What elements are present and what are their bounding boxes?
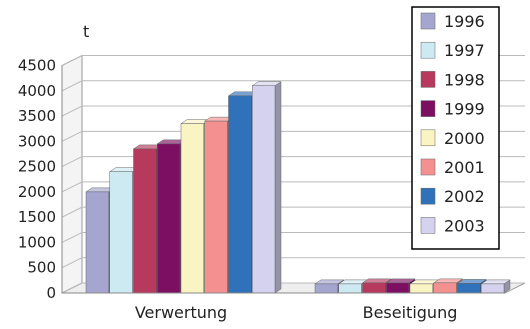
legend-label: 2000 xyxy=(444,129,485,148)
gridline xyxy=(61,231,525,243)
bar-side xyxy=(274,81,282,294)
gridline xyxy=(61,156,525,168)
bar xyxy=(252,85,276,294)
legend-swatch xyxy=(420,217,436,234)
bar xyxy=(157,143,181,294)
y-tick-label: 500 xyxy=(27,259,56,277)
x-category-label: Beseitigung xyxy=(363,303,458,322)
bar xyxy=(85,191,109,294)
bar xyxy=(338,283,362,294)
y-tick-label: 2500 xyxy=(18,158,56,176)
bar xyxy=(433,282,457,294)
legend-swatch xyxy=(420,41,436,59)
legend-label: 1998 xyxy=(444,70,485,89)
left-wall xyxy=(61,54,83,294)
y-tick-label: 0 xyxy=(46,284,56,302)
bar xyxy=(481,283,505,294)
bar xyxy=(314,283,338,294)
legend-label: 1999 xyxy=(444,100,485,119)
bar xyxy=(362,282,386,294)
legend-swatch xyxy=(420,187,436,205)
axes-layer: 0 500 1000 1500 2000 2500 3000 3500 4000 4500 t Ver… xyxy=(18,22,505,322)
y-tick-label: 1000 xyxy=(18,233,56,251)
bar xyxy=(133,148,157,294)
bar xyxy=(409,283,433,294)
gridline xyxy=(61,105,525,117)
bar xyxy=(457,283,481,294)
y-tick-label: 2000 xyxy=(18,183,56,201)
bar xyxy=(204,120,228,294)
y-tick-label: 3500 xyxy=(18,107,56,125)
legend-swatch xyxy=(420,12,436,30)
bar xyxy=(109,171,133,294)
legend-label: 1996 xyxy=(444,12,485,31)
legend-swatch xyxy=(420,100,436,117)
legend-swatch xyxy=(420,158,436,176)
gridline xyxy=(61,257,525,269)
legend-swatch xyxy=(420,71,436,88)
gridline xyxy=(61,181,525,193)
bar xyxy=(180,123,204,294)
legend-label: 2003 xyxy=(444,216,485,235)
y-tick-label: 3000 xyxy=(18,132,56,150)
legend-label: 1997 xyxy=(444,41,485,60)
y-unit-label: t xyxy=(83,22,89,41)
bar xyxy=(386,282,410,294)
gridline xyxy=(61,130,525,142)
y-tick-label: 4500 xyxy=(18,57,56,75)
legend-label: 2001 xyxy=(444,158,485,177)
bar xyxy=(228,95,252,294)
x-category-label: Verwertung xyxy=(135,303,227,322)
y-tick-label: 1500 xyxy=(18,208,56,226)
y-tick-label: 4000 xyxy=(18,82,56,100)
gridline xyxy=(61,206,525,218)
gridline xyxy=(61,80,525,92)
legend-label: 2002 xyxy=(444,187,485,206)
legend: 1996 1997 1998 1999 2000 2001 2002 2003 xyxy=(411,6,500,250)
gridline xyxy=(61,55,525,66)
legend-swatch xyxy=(420,129,436,147)
